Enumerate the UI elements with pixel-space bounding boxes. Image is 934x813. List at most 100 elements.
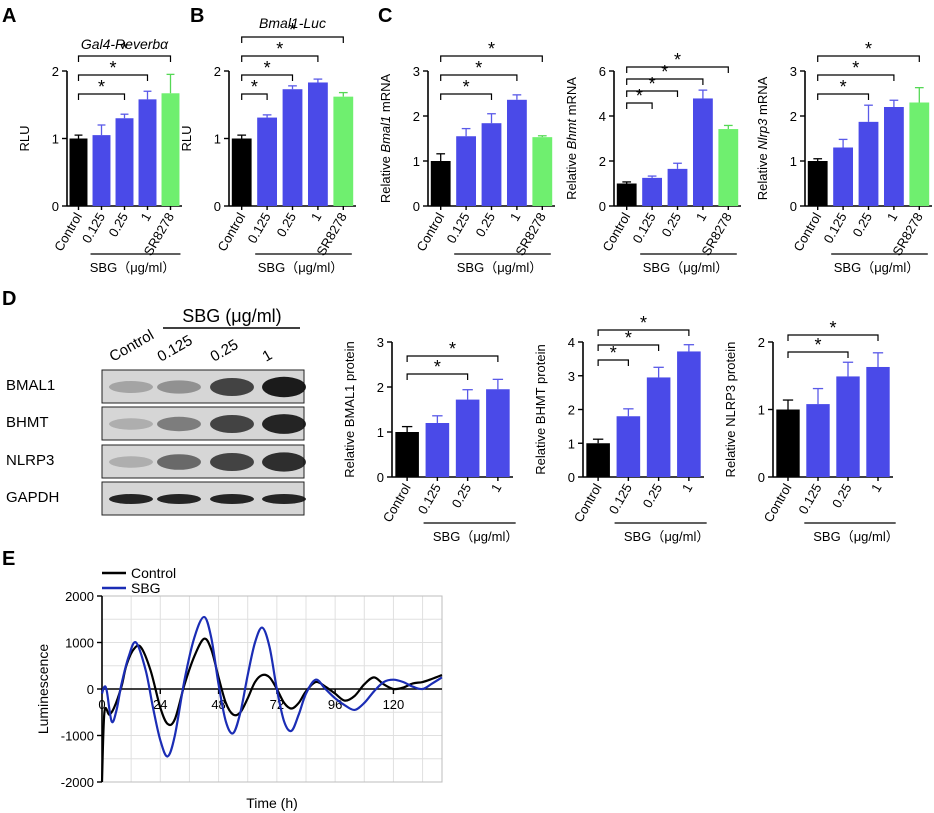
blot-row-label: BMAL1 xyxy=(6,377,55,394)
significance-bracket xyxy=(787,334,879,341)
bar-control xyxy=(69,138,88,206)
significance-bracket xyxy=(77,55,172,62)
y-tick-label: 3 xyxy=(413,64,420,79)
y-axis-label: Relative Bhmt mRNA xyxy=(564,77,579,200)
panel-letter-a: A xyxy=(2,5,16,27)
significance-star: * xyxy=(814,335,821,355)
bar-0-25 xyxy=(282,89,303,206)
y-label-suffix: mRNA xyxy=(378,74,393,116)
significance-bracket xyxy=(817,55,920,62)
category-label: Control xyxy=(761,481,795,525)
category-label: 0.25 xyxy=(658,210,684,239)
y-axis-label: Relative Nlrp3 mRNA xyxy=(755,76,770,200)
panel-letter-e: E xyxy=(2,548,15,570)
bar-0-125 xyxy=(456,136,477,206)
significance-bracket xyxy=(241,36,344,43)
legend-label: Control xyxy=(131,565,176,581)
significance-bracket xyxy=(440,74,518,81)
y-tick-label: -2000 xyxy=(61,775,94,790)
group-label: SBG（μg/ml） xyxy=(813,529,899,544)
category-label: Control xyxy=(214,210,248,254)
significance-bracket xyxy=(626,90,679,97)
significance-bracket xyxy=(817,74,895,81)
significance-bracket xyxy=(626,78,704,85)
category-label: Control xyxy=(571,481,605,525)
y-label-prefix: Relative xyxy=(564,149,579,200)
significance-star: * xyxy=(649,74,656,94)
y-tick-label: 2 xyxy=(413,109,420,124)
blot-band xyxy=(157,380,201,394)
blot-band xyxy=(262,452,306,472)
blot-band xyxy=(210,378,254,396)
bar-0-125 xyxy=(92,135,111,206)
blot-band xyxy=(210,494,254,504)
x-tick-label: 0 xyxy=(98,697,105,712)
bar-control xyxy=(430,161,451,206)
bar-control xyxy=(776,409,800,477)
category-label: 0.25 xyxy=(829,481,855,510)
category-label: Control xyxy=(380,481,414,525)
bar-sr8278 xyxy=(333,96,354,206)
panel-letter-c: C xyxy=(378,5,392,27)
x-axis-label: Time (h) xyxy=(246,795,298,811)
significance-bracket xyxy=(241,55,319,62)
y-tick-label: 1000 xyxy=(65,636,94,651)
bar-0-25 xyxy=(646,377,671,477)
significance-bracket xyxy=(787,351,849,358)
category-label: 0.25 xyxy=(472,210,498,239)
significance-star: * xyxy=(289,20,296,40)
chart-bhmt-protein: Relative BHMT protein 0 1 2 3 4 Control 0.125 0.… xyxy=(533,313,709,544)
significance-bracket xyxy=(406,355,499,362)
significance-star: * xyxy=(610,343,617,363)
y-label-gene: Bhmt xyxy=(564,118,579,150)
y-tick-label: 1 xyxy=(377,425,384,440)
category-label: 0.125 xyxy=(79,210,108,246)
category-label: Control xyxy=(790,210,824,254)
significance-star: * xyxy=(865,39,872,59)
y-label-gene: Bmal1 xyxy=(378,116,393,153)
y-axis-label: Relative BHMT protein xyxy=(533,344,548,475)
bar-sr8278 xyxy=(718,129,739,206)
panel-letter-b: B xyxy=(190,5,204,27)
lane-label: 0.125 xyxy=(155,332,196,365)
blot-band xyxy=(109,494,153,504)
y-tick-label: 2 xyxy=(52,64,59,79)
bar-0-125 xyxy=(806,404,830,477)
y-tick-label: 2 xyxy=(758,335,765,350)
y-tick-label: 2 xyxy=(214,64,221,79)
bar-sr8278 xyxy=(161,93,180,206)
panel-letter-d: D xyxy=(2,288,16,310)
bar-0-25 xyxy=(836,376,860,477)
blot-row-label: BHMT xyxy=(6,414,49,431)
chart-nlrp3-protein: Relative NLRP3 protein 0 1 2 Control 0.125 0.2… xyxy=(723,318,899,544)
y-tick-label: 1 xyxy=(214,132,221,147)
blot-band xyxy=(109,418,153,430)
significance-star: * xyxy=(640,313,647,333)
y-tick-label: 2000 xyxy=(65,589,94,604)
significance-star: * xyxy=(434,357,441,377)
category-label: 0.25 xyxy=(449,481,475,510)
category-label: 1 xyxy=(488,481,505,495)
blot-row-label: NLRP3 xyxy=(6,452,54,469)
bar-1 xyxy=(486,389,510,477)
y-tick-label: 1 xyxy=(568,436,575,451)
significance-star: * xyxy=(264,58,271,78)
y-label-suffix: mRNA xyxy=(755,76,770,118)
category-label: 0.25 xyxy=(640,481,666,510)
significance-star: * xyxy=(98,77,105,97)
category-label: 0.125 xyxy=(629,210,658,246)
bar-0-25 xyxy=(481,123,502,206)
category-label: 0.125 xyxy=(795,481,824,517)
bar-0-25 xyxy=(115,118,134,206)
blot-band xyxy=(262,376,306,398)
bar-1 xyxy=(866,366,890,477)
significance-star: * xyxy=(636,86,643,106)
category-label: 0.25 xyxy=(273,210,299,239)
category-label: 0.25 xyxy=(105,210,131,239)
significance-star: * xyxy=(121,39,128,59)
